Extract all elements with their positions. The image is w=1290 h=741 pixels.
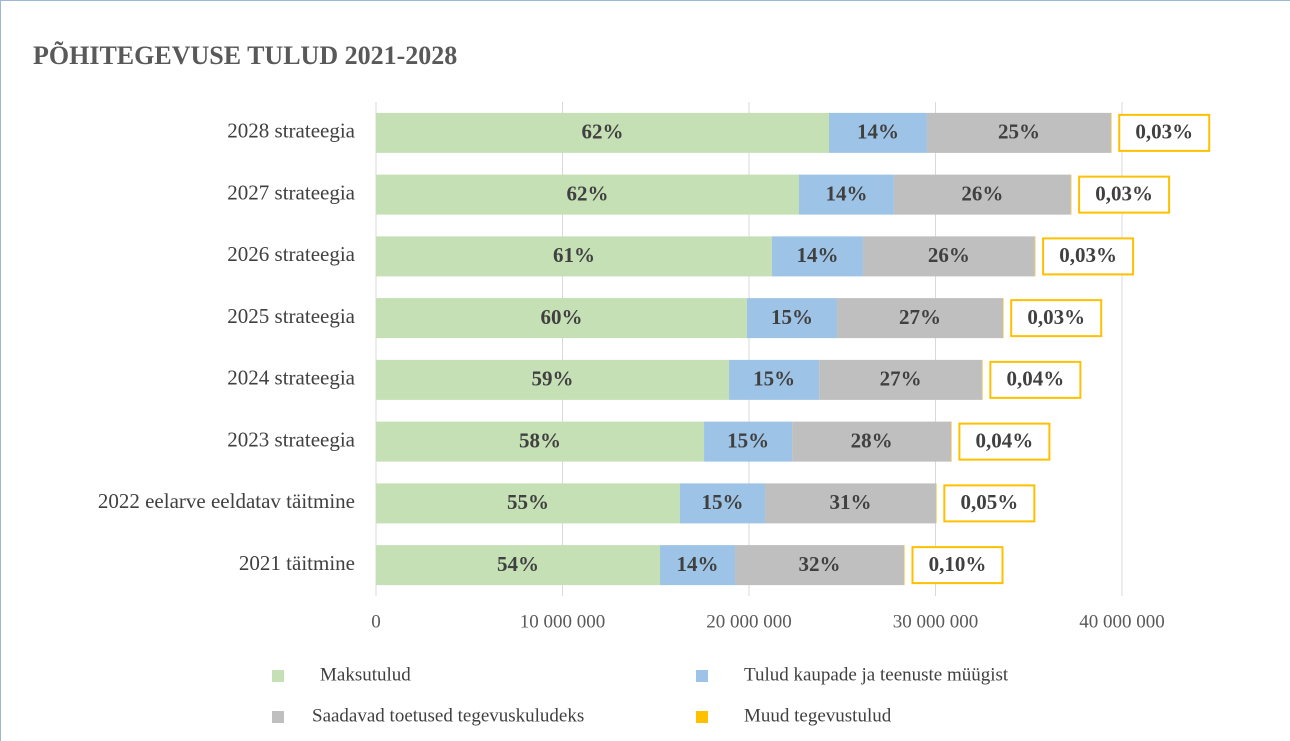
category-label: 2025 strateegia [227,304,355,328]
bar-segment [1034,236,1036,277]
bar-segment [704,421,793,462]
x-tick-label: 30 000 000 [893,611,979,632]
bar-segment [936,483,937,524]
label-box [989,360,1082,399]
category-label: 2024 strateegia [227,366,355,390]
bar-segment [376,298,747,339]
data-label: 28% [851,428,893,452]
bar-segment [376,174,799,215]
category-label: 2026 strateegia [227,242,355,266]
category-label: 2022 eelarve eeldatav täitmine [98,489,355,513]
data-label: 15% [727,428,769,452]
data-label: 15% [702,490,744,514]
x-tick-label: 0 [371,611,381,632]
x-tick-label: 40 000 000 [1079,611,1165,632]
data-label: 14% [796,243,838,267]
bar-segment [746,298,838,339]
bar-segment [771,236,863,277]
legend-label: Muud tegevustulud [744,705,892,726]
label-box [1078,175,1171,214]
data-label: 60% [540,305,582,329]
bar-segment [735,545,904,586]
bar-segment [829,112,927,153]
bar-segment [376,359,730,400]
bar-segment [376,545,661,586]
data-label: 0,03% [1095,181,1153,205]
data-label: 0,03% [1059,243,1117,267]
bar-segment [376,112,830,153]
data-label: 26% [928,243,970,267]
data-label: 0,04% [976,428,1034,452]
legend-swatch [272,670,284,682]
bar-segment [951,421,952,462]
data-label: 0,10% [929,552,987,576]
data-label: 0,03% [1027,305,1085,329]
label-box [911,546,1004,585]
label-box [1010,299,1103,338]
bar-segment [376,483,680,524]
bar-segment [792,421,952,462]
data-label: 25% [998,120,1040,144]
legend-label: Maksutulud [320,664,411,685]
category-label: 2023 strateegia [227,427,355,451]
data-label: 14% [857,120,899,144]
data-label: 62% [582,120,624,144]
x-tick-label: 20 000 000 [706,611,792,632]
data-label: 0,03% [1135,120,1193,144]
data-label: 59% [532,367,574,391]
bar-segment [982,359,983,400]
bar-segment [862,236,1035,277]
legend-label: Tulud kaupade ja teenuste müügist [744,664,1009,685]
data-label: 61% [553,243,595,267]
label-box [1118,113,1211,152]
chart-title: PÕHITEGEVUSE TULUD 2021-2028 [33,41,457,70]
bar-segment [1003,298,1004,339]
legend-swatch [272,711,284,723]
x-tick-label: 10 000 000 [520,611,606,632]
data-label: 32% [798,552,840,576]
data-label: 58% [519,428,561,452]
bar-segment [660,545,736,586]
data-label: 0,05% [960,490,1018,514]
data-label: 14% [677,552,719,576]
category-label: 2028 strateegia [227,119,355,143]
bar-segment [903,545,905,586]
label-box [958,422,1051,461]
bar-segment [837,298,1004,339]
bar-segment [1070,174,1072,215]
bar-segment [798,174,894,215]
data-label: 0,04% [1006,367,1064,391]
bar-segment [376,236,772,277]
bar-segment [376,421,705,462]
data-label: 27% [899,305,941,329]
bar-segment [679,483,766,524]
bar-segment [893,174,1071,215]
data-label: 15% [771,305,813,329]
data-label: 27% [880,367,922,391]
label-box [1042,237,1135,276]
data-label: 31% [830,490,872,514]
bar-segment [765,483,937,524]
category-label: 2021 täitmine [239,551,355,575]
bar-segment [926,112,1111,153]
bar-segment [729,359,820,400]
data-label: 26% [961,181,1003,205]
data-label: 14% [825,181,867,205]
bar-segment [1110,112,1112,153]
data-label: 55% [507,490,549,514]
data-label: 54% [497,552,539,576]
label-box [943,484,1036,523]
legend-label: Saadavad toetused tegevuskuludeks [312,705,584,726]
bar-segment [819,359,983,400]
category-label: 2027 strateegia [227,180,355,204]
legend-swatch [696,711,708,723]
legend-swatch [696,670,708,682]
data-label: 15% [753,367,795,391]
data-label: 62% [566,181,608,205]
